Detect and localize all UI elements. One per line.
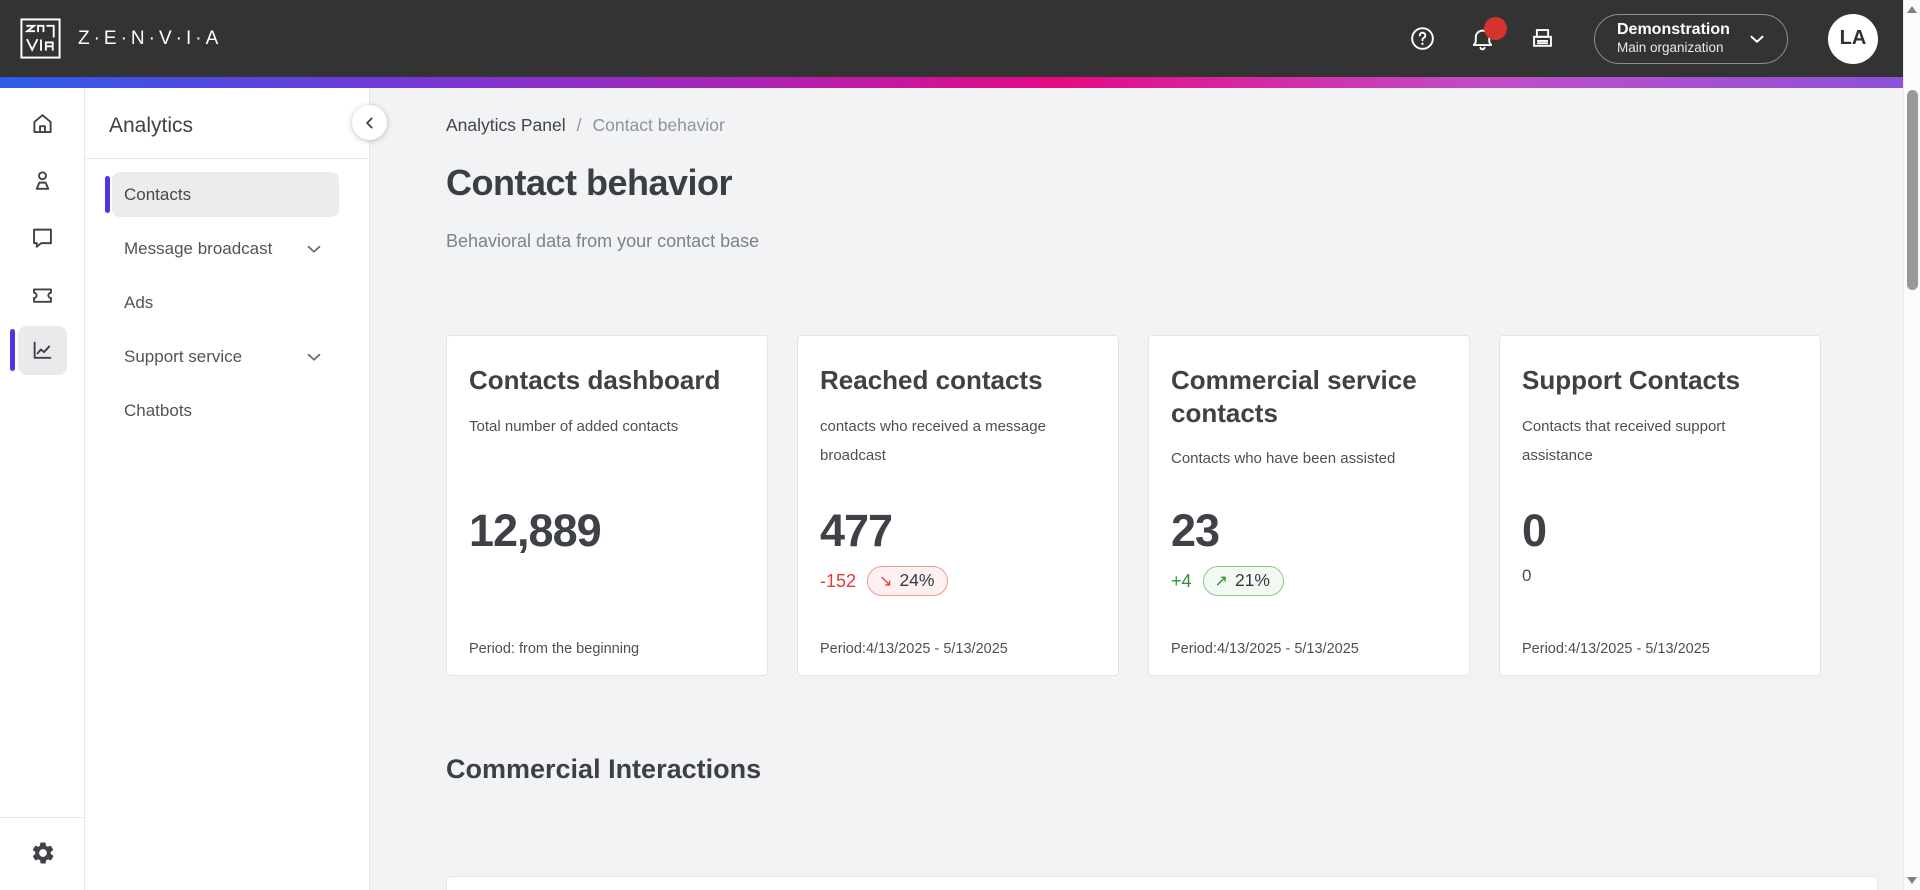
organization-name: Demonstration	[1617, 21, 1730, 39]
panel-title: Analytics	[109, 114, 194, 137]
arrow-up-right-icon: ↗	[1214, 572, 1228, 590]
card-title: Commercial service contacts	[1171, 365, 1417, 428]
analytics-menu: Contacts Message broadcast Ads Support s…	[85, 172, 369, 442]
trend-percent: 24%	[899, 570, 935, 590]
chevron-down-icon	[303, 238, 325, 260]
card-title: Contacts dashboard	[469, 365, 721, 395]
contacts-person-icon[interactable]	[18, 156, 67, 205]
card-support-contacts: Support Contacts Contacts that received …	[1499, 335, 1821, 676]
card-delta-row: -152 ↘ 24%	[820, 566, 949, 596]
menu-item-chatbots[interactable]: Chatbots	[112, 388, 339, 433]
kpi-cards-row: Contacts dashboard Total number of added…	[446, 335, 1821, 676]
menu-item-contacts[interactable]: Contacts	[105, 172, 339, 217]
brand-gradient-bar	[0, 77, 1920, 88]
rail-divider	[0, 817, 85, 818]
header-actions: Demonstration Main organization LA	[1409, 13, 1878, 64]
card-description: Total number of added contacts	[469, 417, 679, 435]
commercial-interactions-card	[446, 876, 1878, 890]
scrollbar-down-arrow[interactable]	[1907, 877, 1917, 884]
delta-value: 0	[1522, 566, 1532, 585]
user-avatar[interactable]: LA	[1828, 13, 1878, 64]
menu-item-label: Ads	[124, 292, 154, 312]
zenvia-logo[interactable]: Z·E·N·V·I·A	[18, 16, 222, 61]
card-period: Period: from the beginning	[469, 641, 640, 657]
icon-rail-sidebar	[0, 88, 85, 890]
card-description: Contacts who have been assisted	[1171, 450, 1396, 467]
collapse-panel-button[interactable]	[352, 105, 387, 140]
card-value: 23	[1171, 505, 1220, 556]
rail-active-indicator	[10, 329, 15, 371]
card-delta-row: +4 ↗ 21%	[1171, 566, 1284, 596]
menu-item-label: Contacts	[124, 184, 192, 204]
page-subtitle: Behavioral data from your contact base	[446, 231, 760, 251]
card-reached-contacts: Reached contacts contacts who received a…	[797, 335, 1119, 676]
scrollbar-up-arrow[interactable]	[1907, 6, 1917, 13]
analytics-chart-icon[interactable]	[18, 326, 67, 375]
menu-item-label: Chatbots	[124, 400, 193, 420]
chevron-down-icon	[303, 346, 325, 368]
breadcrumb-separator: /	[576, 115, 582, 135]
card-description: contacts who received a message broadcas…	[820, 417, 1046, 464]
arrow-down-right-icon: ↘	[879, 572, 893, 590]
card-period: Period:4/13/2025 - 5/13/2025	[1522, 641, 1710, 657]
zenvia-logo-icon	[20, 18, 61, 59]
card-period: Period:4/13/2025 - 5/13/2025	[1171, 641, 1359, 657]
top-header: Z·E·N·V·I·A Demonstra	[0, 0, 1920, 77]
card-title: Support Contacts	[1522, 365, 1741, 395]
vertical-scrollbar[interactable]	[1903, 0, 1920, 890]
card-title: Reached contacts	[820, 365, 1043, 395]
campaigns-ticket-icon[interactable]	[18, 270, 67, 319]
card-delta-row: 0	[1522, 566, 1531, 586]
card-description: Contacts that received support assistanc…	[1522, 417, 1726, 464]
notification-bell-icon[interactable]	[1469, 17, 1507, 52]
breadcrumb: Analytics Panel / Contact behavior	[446, 115, 725, 136]
conversations-chat-icon[interactable]	[18, 213, 67, 262]
section-title-commercial-interactions: Commercial Interactions	[446, 754, 762, 784]
card-value: 0	[1522, 505, 1547, 556]
delta-value: +4	[1171, 570, 1192, 591]
menu-item-label: Message broadcast	[124, 238, 273, 258]
card-value: 477	[820, 505, 893, 556]
menu-item-message-broadcast[interactable]: Message broadcast	[112, 226, 339, 271]
card-value: 12,889	[469, 505, 602, 556]
main-content: Analytics Panel / Contact behavior Conta…	[371, 88, 1903, 890]
card-period: Period:4/13/2025 - 5/13/2025	[820, 641, 1008, 657]
card-contacts-dashboard: Contacts dashboard Total number of added…	[446, 335, 768, 676]
trend-badge-up: ↗ 21%	[1202, 566, 1284, 596]
printer-icon[interactable]	[1529, 25, 1556, 52]
home-icon[interactable]	[18, 99, 67, 148]
delta-value: -152	[820, 570, 857, 591]
card-commercial-service-contacts: Commercial service contacts Contacts who…	[1148, 335, 1470, 676]
analytics-menu-panel: Analytics Contacts Message broadcast Ads…	[85, 88, 370, 890]
trend-percent: 21%	[1234, 570, 1270, 590]
chevron-left-icon	[365, 117, 373, 128]
help-icon[interactable]	[1409, 25, 1436, 52]
settings-gear-icon[interactable]	[18, 828, 67, 877]
chevron-down-icon	[1750, 35, 1764, 43]
trend-badge-down: ↘ 24%	[867, 566, 949, 596]
brand-wordmark: Z·E·N·V·I·A	[78, 27, 223, 49]
menu-item-ads[interactable]: Ads	[112, 280, 339, 325]
page-title: Contact behavior	[446, 162, 733, 203]
menu-item-label: Support service	[124, 346, 243, 366]
notification-dot	[1484, 17, 1507, 40]
organization-switcher[interactable]: Demonstration Main organization	[1594, 13, 1788, 64]
breadcrumb-analytics-panel[interactable]: Analytics Panel	[446, 115, 566, 135]
breadcrumb-current: Contact behavior	[592, 115, 725, 135]
menu-item-support-service[interactable]: Support service	[112, 334, 339, 379]
organization-sub: Main organization	[1617, 40, 1724, 56]
menu-active-indicator	[105, 176, 110, 213]
scrollbar-thumb[interactable]	[1907, 90, 1918, 290]
panel-divider	[85, 158, 369, 159]
